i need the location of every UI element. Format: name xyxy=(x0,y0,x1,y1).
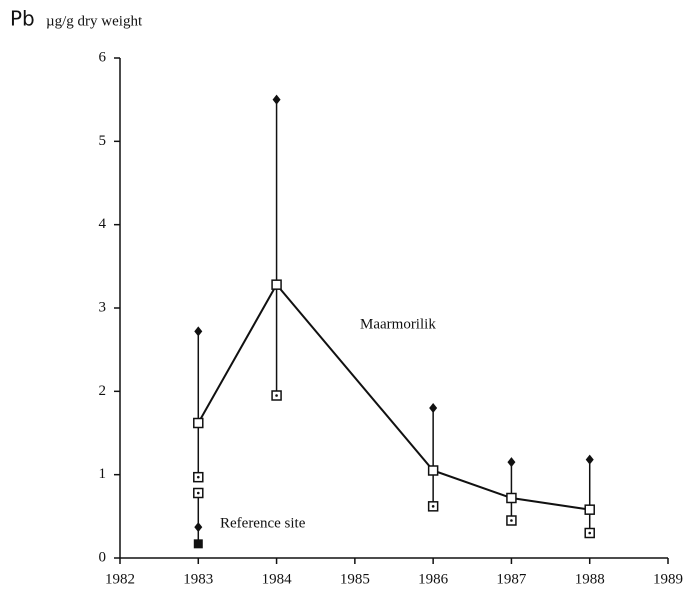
marker-diamond xyxy=(507,457,516,468)
x-tick-label: 1989 xyxy=(653,571,683,587)
x-tick-label: 1983 xyxy=(183,571,213,587)
y-tick-label: 5 xyxy=(99,133,107,149)
marker-diamond xyxy=(585,454,594,465)
marker-dot xyxy=(275,394,278,397)
marker-square-open xyxy=(506,492,517,504)
marker-dot xyxy=(196,475,200,479)
marker-dot xyxy=(431,505,435,508)
marker-square-open xyxy=(271,279,282,290)
y-axis-label: µg/g dry weight xyxy=(46,13,143,29)
marker-diamond xyxy=(272,94,281,105)
y-tick-label: 0 xyxy=(99,549,107,565)
x-tick-label: 1984 xyxy=(262,571,293,587)
marker-square-open xyxy=(193,417,204,429)
series-annotation: Maarmorilik xyxy=(360,316,436,332)
marker-diamond xyxy=(429,403,438,413)
element-label: Pb xyxy=(10,7,35,31)
marker-square-open xyxy=(427,465,439,476)
y-tick-label: 1 xyxy=(99,466,107,482)
y-tick-label: 3 xyxy=(99,299,107,315)
series-annotation: Reference site xyxy=(220,515,306,531)
x-tick-label: 1988 xyxy=(575,571,605,587)
x-tick-label: 1987 xyxy=(496,571,527,587)
marker-diamond xyxy=(194,522,203,533)
x-tick-label: 1985 xyxy=(340,571,370,587)
marker-dot xyxy=(510,519,513,522)
marker-square-open xyxy=(584,504,595,515)
x-tick-label: 1986 xyxy=(418,571,449,587)
marker-diamond xyxy=(194,326,203,337)
marker-dot xyxy=(196,491,200,495)
y-tick-label: 2 xyxy=(99,383,107,399)
y-tick-label: 4 xyxy=(99,216,107,232)
y-tick-label: 6 xyxy=(99,49,107,65)
marker-square xyxy=(193,539,203,549)
marker-dot xyxy=(588,531,592,535)
x-tick-label: 1982 xyxy=(105,571,135,587)
